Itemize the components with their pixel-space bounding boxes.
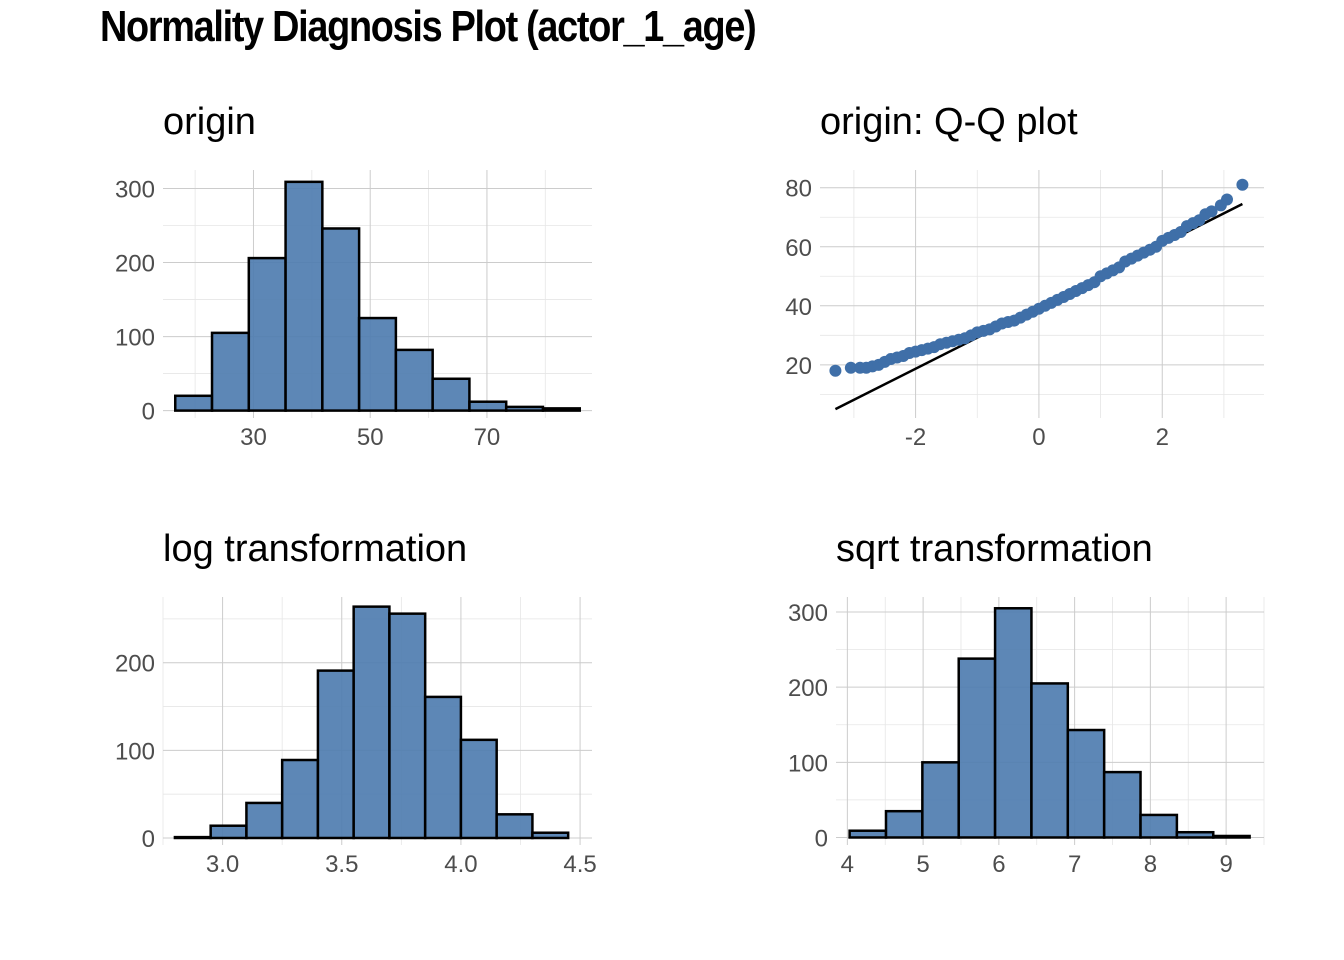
y-tick-label: 60: [785, 235, 812, 262]
histogram-bar: [495, 813, 534, 840]
histogram-bar: [245, 801, 284, 840]
x-tick-label: 2: [1156, 424, 1169, 451]
histogram-bar: [1102, 770, 1142, 839]
qq-point: [1236, 178, 1249, 191]
y-tick-label: 100: [115, 738, 155, 765]
y-tick-label: 100: [115, 325, 155, 352]
histogram-bar: [247, 256, 287, 412]
x-tick-label: 5: [916, 851, 929, 878]
main-title: Normality Diagnosis Plot (actor_1_age): [100, 2, 757, 51]
histogram-bar: [884, 809, 924, 839]
histogram-bar: [468, 400, 508, 412]
y-tick-label: 200: [788, 675, 828, 702]
histogram-bar: [174, 394, 214, 412]
histogram-bar: [431, 377, 471, 412]
histogram-bar: [1175, 830, 1215, 839]
y-tick-label: 0: [142, 826, 155, 853]
histogram-bar: [504, 405, 545, 412]
x-tick-label: 3.0: [206, 851, 239, 878]
histogram-bar: [210, 331, 251, 412]
panel-title-qq: origin: Q-Q plot: [820, 101, 1078, 143]
qq-point: [1221, 193, 1233, 206]
panel-sqrt: sqrt transformation 4 5 6 7 8 9 0 100 200 300: [788, 528, 1265, 878]
panel-origin: origin 30 50 70 0 100 200 300: [115, 101, 592, 451]
histogram-bar: [316, 669, 355, 840]
histogram-bar: [388, 612, 427, 840]
panel-title-log: log transformation: [163, 528, 467, 570]
histogram-bar: [173, 835, 212, 840]
histogram-bar: [352, 605, 391, 840]
panel-log: log transformation 3.0 3.5 4.0 4.5 0 100 200: [115, 528, 597, 878]
y-tick-label: 300: [788, 600, 828, 627]
histogram-bar: [357, 316, 398, 412]
panel-qq: origin: Q-Q plot -2 0 2 20 40 60 80: [785, 101, 1264, 451]
panel-title-sqrt: sqrt transformation: [836, 528, 1153, 570]
qq-point: [829, 364, 842, 377]
x-tick-label: 4.5: [563, 851, 596, 878]
x-tick-label: 50: [357, 424, 384, 451]
histogram-bar: [921, 761, 960, 839]
x-tick-label: 4: [841, 851, 854, 878]
histogram-bar: [531, 831, 570, 840]
x-tick-label: -2: [905, 424, 926, 451]
y-tick-label: 300: [115, 177, 155, 204]
histogram-bar: [1030, 682, 1070, 839]
y-tick-label: 200: [115, 651, 155, 678]
y-tick-label: 0: [142, 399, 155, 426]
histogram-bar: [284, 180, 324, 412]
x-tick-label: 0: [1032, 424, 1045, 451]
x-tick-label: 4.0: [444, 851, 477, 878]
histogram-bar: [848, 829, 888, 839]
x-tick-label: 9: [1219, 851, 1232, 878]
qq-point: [844, 361, 857, 374]
histogram-bar: [957, 657, 997, 839]
histogram-bar: [321, 227, 361, 412]
histogram-bar: [394, 348, 434, 412]
y-tick-label: 80: [785, 176, 812, 203]
histogram-bar: [209, 824, 248, 840]
y-tick-label: 200: [115, 251, 155, 278]
histogram-bar: [541, 407, 581, 412]
x-tick-label: 6: [992, 851, 1005, 878]
histogram-bar: [280, 758, 320, 840]
y-tick-label: 0: [815, 825, 828, 852]
x-tick-label: 30: [240, 424, 267, 451]
qq-point: [1205, 205, 1218, 218]
y-tick-label: 100: [788, 750, 828, 777]
histogram-bar: [423, 695, 463, 840]
histogram-bar: [1066, 728, 1106, 839]
y-tick-label: 40: [785, 294, 812, 321]
histogram-bar: [459, 738, 498, 840]
x-tick-label: 7: [1068, 851, 1081, 878]
histogram-bar: [1139, 813, 1179, 839]
x-tick-label: 8: [1144, 851, 1157, 878]
histogram-bar: [993, 607, 1033, 839]
histogram-bar: [1211, 834, 1251, 839]
x-tick-label: 70: [474, 424, 501, 451]
y-tick-label: 20: [785, 353, 812, 380]
panel-title-origin: origin: [163, 101, 256, 143]
x-tick-label: 3.5: [325, 851, 358, 878]
